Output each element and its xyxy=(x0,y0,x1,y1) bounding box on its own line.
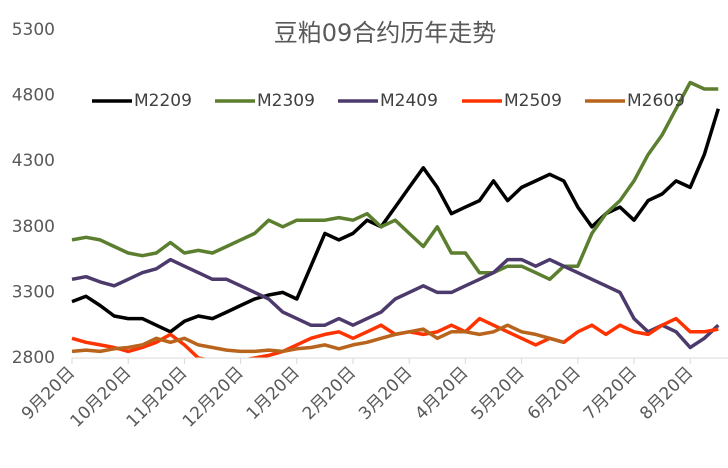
y-tick-label: 3800 xyxy=(12,217,55,237)
x-tick-label: 8月20日 xyxy=(636,363,697,424)
legend-label: M2209 xyxy=(134,91,192,111)
y-tick-label: 2800 xyxy=(12,348,55,368)
legend-label: M2409 xyxy=(380,91,438,111)
legend-label: M2509 xyxy=(504,91,562,111)
series-line xyxy=(71,80,719,282)
plot-area xyxy=(71,80,720,358)
x-tick-label: 12月20日 xyxy=(179,363,248,432)
series-line xyxy=(71,323,565,354)
x-tick-label: 2月20日 xyxy=(299,363,360,424)
y-tick-label: 3300 xyxy=(12,282,55,302)
series-line xyxy=(71,257,720,350)
x-tick-label: 6月20日 xyxy=(524,363,585,424)
legend-label: M2309 xyxy=(257,91,315,111)
y-tick-label: 4300 xyxy=(12,151,55,171)
x-tick-label: 7月20日 xyxy=(580,363,641,424)
x-tick-label: 3月20日 xyxy=(355,363,416,424)
x-tick-label: 4月20日 xyxy=(411,363,472,424)
x-tick-label: 10月20日 xyxy=(66,363,135,432)
y-tick-label: 4800 xyxy=(12,86,55,106)
x-tick-label: 11月20日 xyxy=(123,363,192,432)
chart-title: 豆粕09合约历年走势 xyxy=(274,19,497,47)
y-tick-label: 5300 xyxy=(12,20,55,40)
x-tick-label: 1月20日 xyxy=(243,363,304,424)
x-tick-label: 5月20日 xyxy=(468,363,529,424)
legend-label: M2609 xyxy=(627,91,685,111)
